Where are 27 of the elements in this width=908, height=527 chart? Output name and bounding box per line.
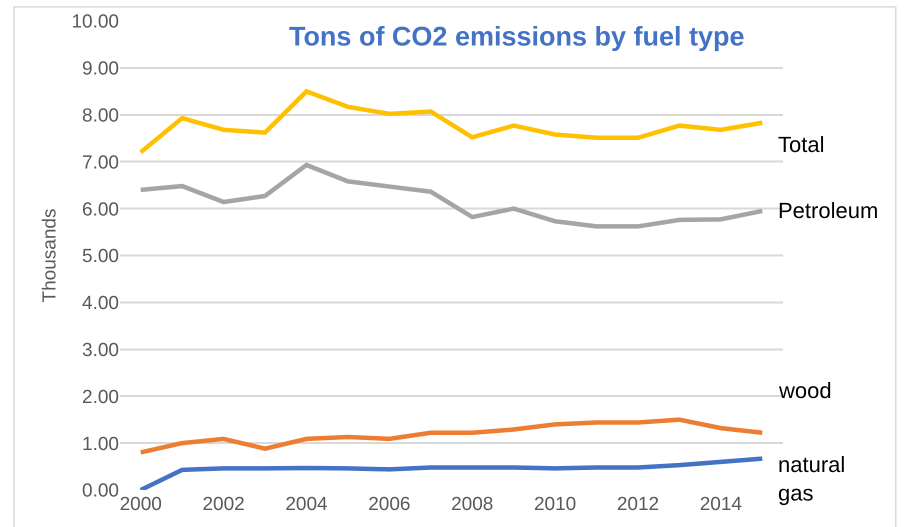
y-tick-label: 6.00 <box>82 199 119 220</box>
line-series <box>138 89 765 155</box>
x-tick-label: 2014 <box>700 494 742 515</box>
line-series <box>138 417 765 455</box>
x-tick-label: 2002 <box>202 494 245 515</box>
y-tick-label: 1.00 <box>82 434 119 455</box>
y-tick-label: 4.00 <box>82 293 119 314</box>
y-tick-label: 5.00 <box>82 246 119 268</box>
x-tick-label: 2008 <box>451 494 494 515</box>
y-tick-label: 10.00 <box>71 12 119 33</box>
y-tick-label: 9.00 <box>82 58 119 80</box>
series-label: natural gas <box>778 452 846 506</box>
chart-title: Tons of CO2 emissions by fuel type <box>288 21 745 52</box>
x-tick-label: 2006 <box>368 494 410 515</box>
x-tick-label: 2004 <box>285 494 328 515</box>
x-tick-label: 2012 <box>616 494 660 515</box>
y-tick-label: 2.00 <box>82 386 119 408</box>
y-tick-label: 8.00 <box>82 105 119 126</box>
y-tick-label: 3.00 <box>82 340 119 361</box>
y-axis-title: Thousands <box>39 208 60 303</box>
series-label: Petroleum <box>778 198 878 223</box>
y-tick-label: 7.00 <box>82 152 119 174</box>
series-label: Total <box>778 132 824 157</box>
x-tick-label: 2010 <box>534 494 576 515</box>
x-tick-label: 2000 <box>120 494 162 515</box>
y-tick-label: 0.00 <box>82 480 119 502</box>
series-label: wood <box>778 378 832 403</box>
